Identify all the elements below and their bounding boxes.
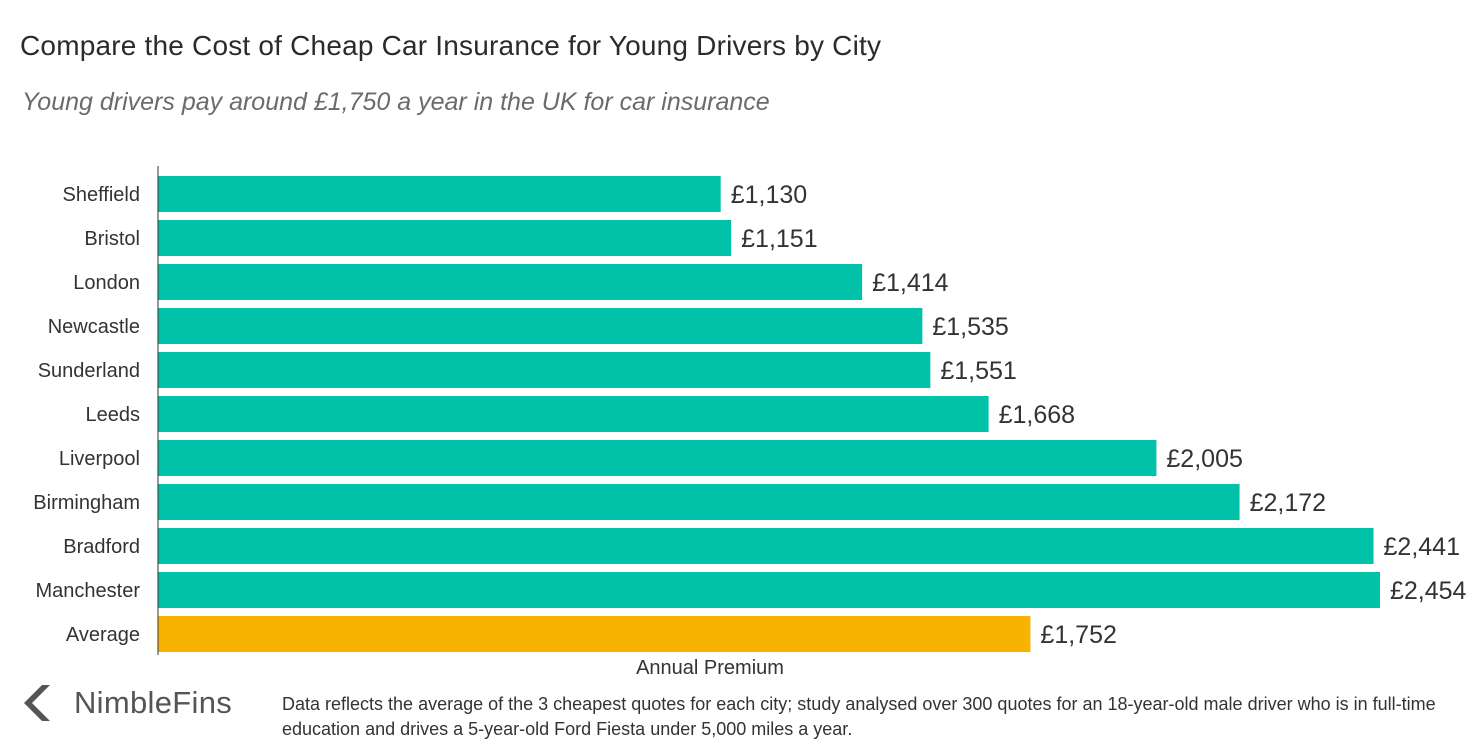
bar-chart: Sheffield £1,130 Bristol £1,151 London £1,414…: [33, 166, 1467, 679]
chart-subtitle: Young drivers pay around £1,750 a year i…: [22, 88, 770, 116]
value-label-liverpool: £2,005: [1166, 445, 1242, 473]
footer: NimbleFins Data reflects the average of …: [20, 683, 1460, 743]
value-label-newcastle: £1,535: [932, 313, 1008, 341]
value-label-bradford: £2,441: [1384, 533, 1460, 561]
category-label-average: Average: [66, 624, 140, 646]
nimblefins-logo: NimbleFins: [20, 683, 232, 723]
value-label-manchester: £2,454: [1390, 577, 1467, 605]
bar-manchester: [158, 572, 1380, 608]
bar-leeds: [158, 396, 989, 432]
category-label-bradford: Bradford: [63, 536, 140, 558]
arrow-logo-icon: [24, 685, 50, 721]
value-label-bristol: £1,151: [741, 225, 817, 253]
category-label-bristol: Bristol: [84, 228, 140, 250]
category-label-sunderland: Sunderland: [38, 360, 140, 382]
bar-london: [158, 264, 863, 300]
source-note: Data reflects the average of the 3 cheap…: [282, 694, 1436, 739]
bar-bradford: [158, 528, 1374, 564]
logo-text: NimbleFins: [74, 685, 233, 720]
value-label-london: £1,414: [872, 269, 949, 297]
value-label-leeds: £1,668: [999, 401, 1075, 429]
category-label-leeds: Leeds: [86, 404, 141, 426]
bar-sunderland: [158, 352, 931, 388]
category-label-manchester: Manchester: [36, 580, 141, 602]
bar-birmingham: [158, 484, 1240, 520]
bar-sheffield: [158, 176, 721, 212]
bar-group: Sheffield £1,130 Bristol £1,151 London £1,414…: [33, 176, 1467, 652]
value-label-sheffield: £1,130: [731, 181, 807, 209]
value-label-sunderland: £1,551: [940, 357, 1016, 385]
category-label-liverpool: Liverpool: [59, 448, 140, 470]
bar-newcastle: [158, 308, 923, 344]
bar-average: [158, 616, 1031, 652]
bar-bristol: [158, 220, 732, 256]
category-label-newcastle: Newcastle: [48, 316, 140, 338]
bar-liverpool: [158, 440, 1157, 476]
chart-title: Compare the Cost of Cheap Car Insurance …: [20, 30, 882, 61]
category-label-sheffield: Sheffield: [63, 184, 140, 206]
value-label-average: £1,752: [1040, 621, 1116, 649]
x-axis-title: Annual Premium: [636, 657, 784, 679]
category-label-birmingham: Birmingham: [33, 492, 140, 514]
category-label-london: London: [73, 272, 140, 294]
value-label-birmingham: £2,172: [1250, 489, 1326, 517]
